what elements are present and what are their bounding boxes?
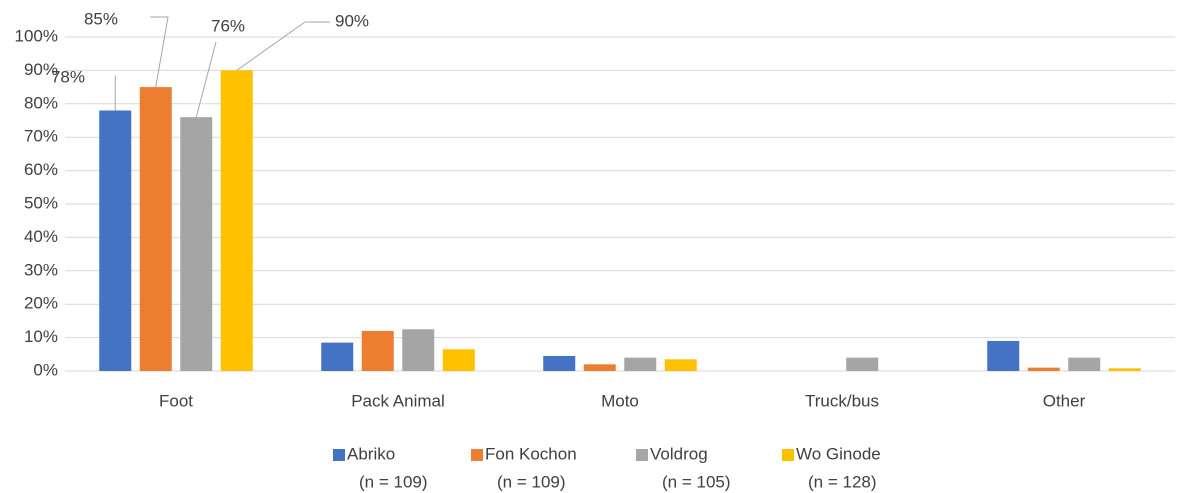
bar xyxy=(846,357,879,371)
bar xyxy=(664,359,697,371)
y-tick-label: 80% xyxy=(24,93,58,112)
bar xyxy=(321,342,354,371)
legend-sample: (n = 109) xyxy=(497,472,566,491)
data-label: 76% xyxy=(211,16,245,35)
legend-label: Fon Kochon xyxy=(485,444,577,463)
y-tick-label: 90% xyxy=(24,60,58,79)
leader-line xyxy=(236,21,330,71)
legend-swatch xyxy=(636,449,648,461)
bar xyxy=(583,364,616,371)
y-tick-label: 20% xyxy=(24,294,58,313)
bar xyxy=(139,87,172,371)
bar xyxy=(99,110,132,371)
bar xyxy=(361,330,394,371)
x-tick-label: Moto xyxy=(601,391,639,410)
legend-swatch xyxy=(782,449,794,461)
bar xyxy=(987,340,1020,371)
legend-label: Abriko xyxy=(347,444,395,463)
y-tick-label: 10% xyxy=(24,327,58,346)
bar xyxy=(402,329,435,371)
x-tick-label: Other xyxy=(1043,391,1086,410)
y-tick-label: 100% xyxy=(15,26,58,45)
y-tick-label: 0% xyxy=(33,360,58,379)
bar xyxy=(220,70,253,372)
y-tick-label: 50% xyxy=(24,193,58,212)
legend-label: Wo Ginode xyxy=(796,444,881,463)
bar xyxy=(442,349,475,371)
data-label: 90% xyxy=(335,11,369,30)
legend-sample: (n = 105) xyxy=(662,472,731,491)
bar xyxy=(1027,367,1060,371)
x-tick-label: Foot xyxy=(159,391,193,410)
y-tick-label: 40% xyxy=(24,227,58,246)
x-tick-label: Truck/bus xyxy=(805,391,879,410)
x-tick-label: Pack Animal xyxy=(351,391,445,410)
legend-swatch xyxy=(333,449,345,461)
leader-line xyxy=(150,16,169,88)
legend-swatch xyxy=(471,449,483,461)
bar xyxy=(1108,368,1141,371)
y-tick-label: 70% xyxy=(24,127,58,146)
legend-sample: (n = 128) xyxy=(808,472,877,491)
bar xyxy=(624,357,657,371)
bar xyxy=(180,117,213,371)
leader-line xyxy=(195,41,217,118)
legend-sample: (n = 109) xyxy=(359,472,428,491)
y-tick-label: 30% xyxy=(24,260,58,279)
legend-label: Voldrog xyxy=(650,444,708,463)
bar xyxy=(543,355,576,371)
y-tick-label: 60% xyxy=(24,160,58,179)
data-label: 78% xyxy=(51,67,85,86)
bar xyxy=(1068,357,1101,371)
data-label: 85% xyxy=(84,9,118,28)
